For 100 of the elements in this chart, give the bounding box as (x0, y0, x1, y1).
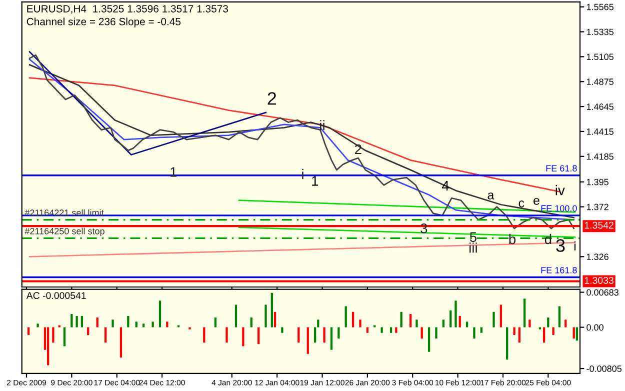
bar (500, 304, 502, 328)
bar (27, 327, 30, 335)
bar (36, 324, 39, 328)
bar (323, 327, 326, 343)
bar (242, 327, 244, 346)
annotation: 3 (556, 239, 565, 252)
bar (258, 327, 260, 344)
annotation: e (534, 198, 540, 205)
bar (480, 327, 482, 333)
bar (314, 327, 316, 343)
bar (528, 320, 531, 328)
bar (523, 298, 526, 328)
bar (298, 327, 300, 343)
annotation: AC -0.000541 (26, 292, 86, 300)
bar (366, 327, 369, 333)
bar (473, 327, 476, 339)
bar (135, 322, 138, 328)
bar (352, 312, 354, 328)
bar (52, 327, 54, 343)
bar (158, 300, 162, 328)
ref-line-label: 1.3033 (584, 276, 614, 284)
bar (306, 327, 309, 354)
bar (466, 322, 468, 328)
bar (264, 304, 267, 328)
bar (395, 327, 398, 333)
y-tick-label: 1.4875 (586, 78, 614, 85)
bar (409, 314, 412, 328)
y-tick-label: -0.00805 (586, 366, 622, 372)
bar (359, 320, 362, 328)
bar (492, 312, 495, 328)
bar (76, 316, 78, 328)
annotation: 2 (268, 92, 276, 105)
bar (214, 318, 217, 328)
bar (442, 320, 444, 328)
annotation: 5 (470, 232, 476, 242)
y-tick-label: 1.4645 (586, 104, 614, 110)
bar (390, 327, 392, 333)
bar (338, 327, 340, 339)
bar (46, 327, 50, 366)
y-tick-label: 1.5335 (586, 28, 614, 36)
bar (572, 327, 575, 339)
annotation: a (488, 192, 494, 200)
bar (564, 320, 567, 328)
bar (428, 327, 430, 352)
ref-line-label: 1.3542 (584, 222, 614, 229)
bar (96, 318, 98, 328)
ref-line-label: FE 61.8 (546, 165, 577, 172)
bar (513, 327, 516, 335)
bar (416, 320, 418, 328)
bar (420, 327, 423, 339)
bar (344, 306, 347, 328)
bar (281, 327, 284, 333)
bar (166, 322, 168, 328)
annotation: b (509, 234, 516, 244)
bar (552, 327, 554, 335)
bar (518, 327, 520, 343)
bar (80, 316, 84, 328)
bar (112, 320, 114, 328)
y-tick-label: 1.372 (586, 204, 608, 210)
bar (70, 314, 73, 328)
bar (558, 306, 561, 328)
bar (450, 310, 452, 328)
annotation: c (518, 200, 524, 208)
annotation: iii (470, 242, 477, 253)
ref-line-label: FE 100.0 (541, 205, 577, 212)
annotation: 2 (355, 144, 362, 154)
annotation: i (302, 168, 304, 179)
bar (87, 327, 90, 335)
bar (317, 320, 320, 328)
y-tick-label: 1.4415 (586, 128, 614, 135)
bar (400, 312, 402, 328)
bar (270, 292, 274, 328)
bar (127, 316, 130, 328)
bar (547, 318, 550, 328)
y-tick-label: 0.00683 (586, 289, 618, 296)
bar (435, 327, 438, 339)
y-tick-label: 1.5565 (586, 4, 614, 10)
bar (203, 327, 206, 343)
bar (234, 304, 238, 328)
bar (542, 327, 546, 343)
bar (330, 327, 333, 350)
bar (458, 316, 461, 328)
bar (576, 327, 578, 341)
y-tick-label: 1.395 (586, 178, 608, 186)
bar (63, 327, 66, 346)
ref-line-label: FE 161.8 (541, 266, 577, 274)
ref-line-label: #21164250 sell stop (24, 228, 104, 236)
y-tick-label: 0.00 (586, 324, 604, 331)
y-tick-label: 1.4185 (586, 153, 614, 160)
ref-line-label: #21164221 sell limit (24, 209, 104, 216)
bar (142, 324, 145, 328)
bar (274, 312, 276, 328)
bar (250, 318, 252, 328)
bar (454, 300, 457, 328)
annotation: i (574, 241, 576, 250)
bar (104, 327, 107, 343)
bar (120, 327, 122, 358)
annotation: EURUSD,H4 1.3525 1.3596 1.3517 1.3573 (27, 5, 228, 14)
y-tick-label: 1.5105 (586, 54, 614, 60)
annotation: Channel size = 236 Slope = -0.45 (26, 18, 181, 28)
